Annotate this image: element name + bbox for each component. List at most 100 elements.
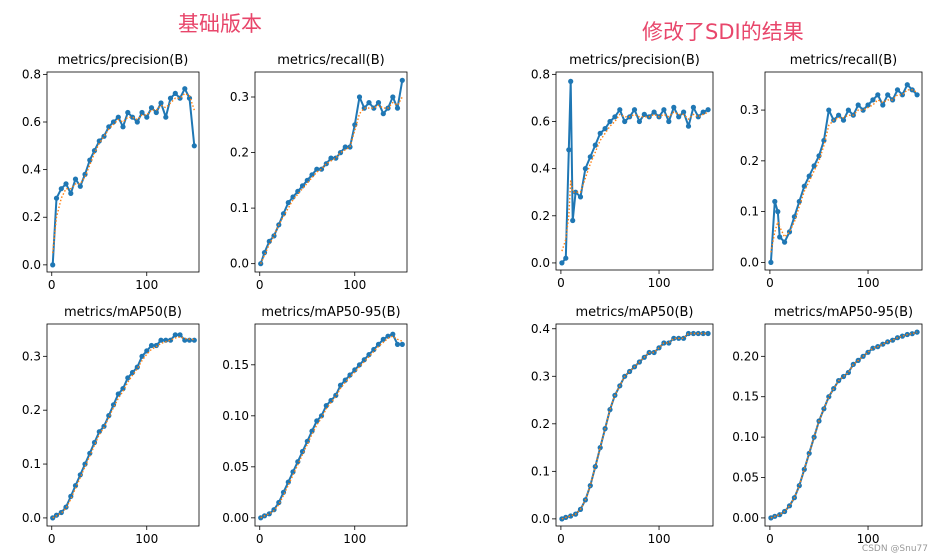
- chart-panel: metrics/mAP50(B) 0.0 0.1 0.2 0.3 0.4 0 100: [531, 305, 714, 546]
- data-point: [280, 211, 287, 217]
- data-point: [685, 123, 692, 129]
- data-point: [53, 195, 60, 201]
- data-point: [617, 107, 623, 113]
- data-point: [323, 403, 329, 409]
- data-point: [304, 177, 310, 183]
- y-tick-label: 0.0: [22, 258, 41, 272]
- chart-panel: metrics/precision(B) 0.0 0.2 0.4 0.6 0.8 0 100: [531, 53, 714, 290]
- data-point: [356, 362, 363, 368]
- data-point: [394, 105, 401, 111]
- data-point: [786, 229, 793, 235]
- data-point: [700, 330, 706, 337]
- series-line: [259, 80, 404, 265]
- data-point: [134, 364, 140, 370]
- data-point: [772, 198, 778, 205]
- heading-baseline: 基础版本: [178, 12, 262, 36]
- chart-title: metrics/mAP50-95(B): [261, 305, 400, 320]
- data-point: [390, 331, 396, 337]
- chart-panel: metrics/mAP50-95(B) 0.00 0.05 0.10 0.15 0.20 0…: [732, 305, 923, 546]
- chart-title: metrics/mAP50(B): [575, 305, 693, 320]
- data-point: [375, 341, 382, 347]
- data-point: [685, 330, 692, 337]
- x-tick-label: 0: [48, 532, 56, 546]
- data-point: [167, 95, 174, 101]
- y-tick-label: 0.2: [531, 209, 550, 223]
- y-tick-label: 0.8: [22, 67, 41, 81]
- x-tick-label: 100: [648, 276, 671, 290]
- y-tick-label: 0.15: [732, 390, 759, 404]
- y-tick-label: 0.1: [740, 205, 759, 219]
- data-point: [129, 114, 136, 120]
- data-point: [125, 375, 131, 381]
- x-tick-label: 100: [857, 276, 880, 290]
- y-tick-label: 0.05: [732, 471, 759, 485]
- data-point: [602, 126, 608, 132]
- data-point: [276, 499, 282, 506]
- data-point: [144, 114, 150, 120]
- data-point: [880, 102, 886, 108]
- data-point: [87, 157, 93, 163]
- data-point: [63, 181, 69, 187]
- y-tick-label: 0.1: [22, 457, 41, 471]
- plot-frame: [555, 71, 714, 271]
- data-point: [622, 118, 628, 125]
- x-tick-label: 100: [648, 532, 671, 546]
- data-point: [695, 114, 701, 120]
- data-point: [96, 429, 102, 435]
- chart-title: metrics/precision(B): [569, 53, 700, 68]
- y-tick-label: 0.3: [531, 369, 550, 383]
- data-point: [671, 104, 677, 110]
- data-point: [342, 377, 348, 383]
- data-point: [661, 107, 667, 113]
- y-tick-label: 0.6: [22, 115, 41, 129]
- data-point: [129, 369, 136, 376]
- data-point: [158, 337, 164, 343]
- data-point: [880, 341, 886, 347]
- data-point: [768, 259, 774, 265]
- data-point: [110, 119, 117, 125]
- data-point: [280, 489, 287, 495]
- data-point: [177, 332, 183, 338]
- series-line: [51, 87, 196, 265]
- data-point: [840, 117, 847, 123]
- smooth-line: [260, 335, 403, 519]
- data-point: [894, 87, 901, 93]
- data-point: [158, 100, 164, 106]
- data-point: [568, 513, 574, 519]
- x-tick-label: 0: [557, 276, 565, 290]
- data-point: [641, 111, 647, 117]
- smooth-line: [770, 89, 918, 253]
- chart-title: metrics/recall(B): [790, 53, 897, 68]
- smooth-line: [52, 92, 195, 254]
- y-tick-label: 0.3: [740, 103, 759, 117]
- data-point: [139, 109, 145, 116]
- data-point: [775, 209, 781, 215]
- data-point: [314, 166, 320, 172]
- data-point: [366, 100, 372, 106]
- x-tick-label: 0: [48, 278, 56, 292]
- data-point: [607, 118, 613, 125]
- data-point: [909, 331, 915, 337]
- heading-modified: 修改了SDI的结果: [642, 20, 804, 44]
- data-point: [587, 154, 593, 160]
- x-tick-label: 100: [857, 532, 880, 546]
- data-point: [801, 466, 807, 472]
- data-point: [836, 112, 842, 118]
- plot-frame: [46, 71, 200, 273]
- y-tick-label: 0.0: [230, 257, 249, 271]
- chart-panel: metrics/precision(B) 0.0 0.2 0.4 0.6 0.8 0 100: [22, 53, 200, 292]
- x-tick-label: 0: [766, 532, 774, 546]
- data-point: [582, 166, 589, 172]
- smooth-line: [561, 111, 709, 252]
- data-point: [597, 130, 603, 136]
- data-point: [139, 353, 145, 359]
- data-point: [356, 94, 363, 100]
- data-point: [875, 92, 881, 98]
- data-point: [295, 188, 301, 194]
- data-point: [380, 111, 386, 117]
- data-point: [148, 105, 155, 111]
- y-tick-label: 0.1: [230, 201, 249, 215]
- data-point: [559, 260, 565, 266]
- data-point: [328, 397, 334, 404]
- chart-title: metrics/mAP50-95(B): [774, 305, 913, 320]
